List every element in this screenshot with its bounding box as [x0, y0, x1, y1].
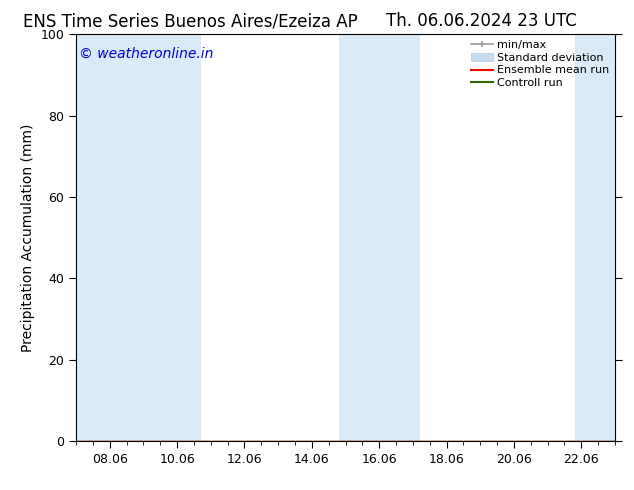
Bar — [574, 34, 615, 441]
Legend: min/max, Standard deviation, Ensemble mean run, Controll run: min/max, Standard deviation, Ensemble me… — [469, 38, 612, 91]
Bar — [76, 34, 160, 441]
Bar — [160, 34, 201, 441]
Text: ENS Time Series Buenos Aires/Ezeiza AP: ENS Time Series Buenos Aires/Ezeiza AP — [23, 12, 358, 30]
Text: © weatheronline.in: © weatheronline.in — [79, 47, 213, 60]
Bar — [339, 34, 420, 441]
Text: Th. 06.06.2024 23 UTC: Th. 06.06.2024 23 UTC — [387, 12, 577, 30]
Y-axis label: Precipitation Accumulation (mm): Precipitation Accumulation (mm) — [21, 123, 35, 352]
